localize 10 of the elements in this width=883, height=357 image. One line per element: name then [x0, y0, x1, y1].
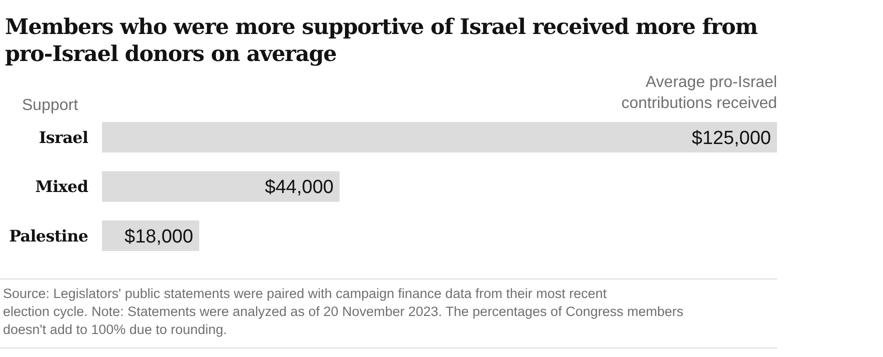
source-note: Source: Legislators' public statements were paired with campaign finance data from their most recent election cycle. Note: Statements were analyzed as of 20 November 2023. The percentages of Congress members doesn't add to 100% due to rounding. [3, 286, 684, 337]
y-tick-label: Israel [38, 128, 88, 147]
x-axis-title: Average pro-Israel contributions received [621, 74, 777, 112]
data-label: $18,000 [124, 226, 194, 248]
y-tick-label: Mixed [35, 177, 88, 196]
data-label: $44,000 [264, 177, 334, 198]
chart-title: Members who were more supportive of Israel received more from pro-Israel donors on average [5, 15, 758, 67]
y-axis-title: Support [22, 97, 79, 114]
data-label: $125,000 [692, 128, 771, 149]
y-tick-label: Palestine [9, 226, 88, 246]
